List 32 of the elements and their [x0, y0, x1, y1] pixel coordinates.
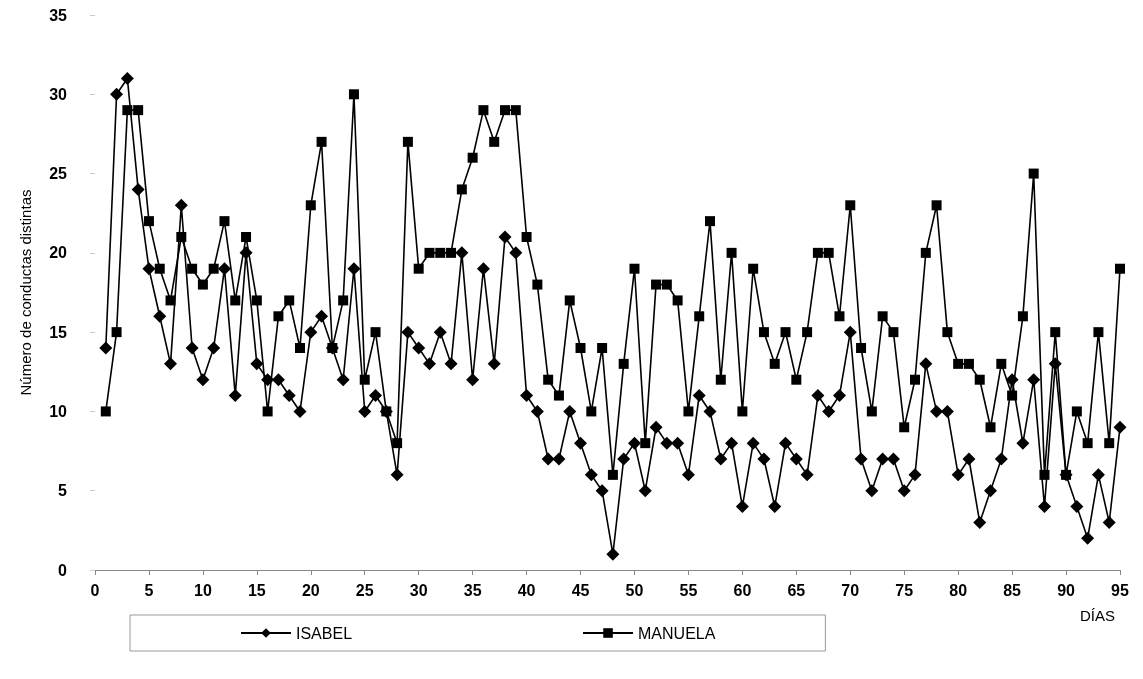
x-tick-label: 65: [787, 581, 806, 599]
x-tick-label: 0: [90, 581, 100, 599]
x-tick-label: 95: [1111, 581, 1129, 599]
y-tick-label: 10: [49, 402, 68, 420]
y-tick-label: 25: [49, 165, 68, 183]
y-tick-label: 30: [49, 85, 68, 103]
legend-label: MANUELA: [638, 624, 716, 642]
x-tick-label: 70: [841, 581, 860, 599]
x-tick-label: 85: [1003, 581, 1022, 599]
x-tick-label: 45: [571, 581, 590, 599]
legend-label: ISABEL: [296, 624, 353, 642]
x-tick-label: 20: [301, 581, 320, 599]
x-tick-label: 75: [895, 581, 914, 599]
y-tick-label: 20: [49, 244, 68, 262]
x-tick-label: 60: [733, 581, 752, 599]
x-tick-label: 25: [355, 581, 374, 599]
y-axis-title: Número de conductas distintas: [17, 189, 34, 396]
x-tick-label: 50: [625, 581, 644, 599]
y-tick-label: 5: [58, 482, 68, 500]
x-tick-label: 80: [949, 581, 968, 599]
x-axis-title: DÍAS: [1080, 607, 1116, 624]
x-tick-label: 55: [679, 581, 698, 599]
y-tick-label: 35: [49, 6, 68, 24]
x-tick-label: 90: [1057, 581, 1076, 599]
x-tick-label: 30: [409, 581, 428, 599]
x-tick-label: 40: [517, 581, 536, 599]
x-tick-label: 5: [144, 581, 154, 599]
x-tick-label: 10: [194, 581, 212, 599]
x-tick-label: 35: [463, 581, 482, 599]
x-tick-label: 15: [247, 581, 266, 599]
y-tick-label: 15: [49, 323, 68, 341]
y-tick-label: 0: [58, 561, 68, 579]
